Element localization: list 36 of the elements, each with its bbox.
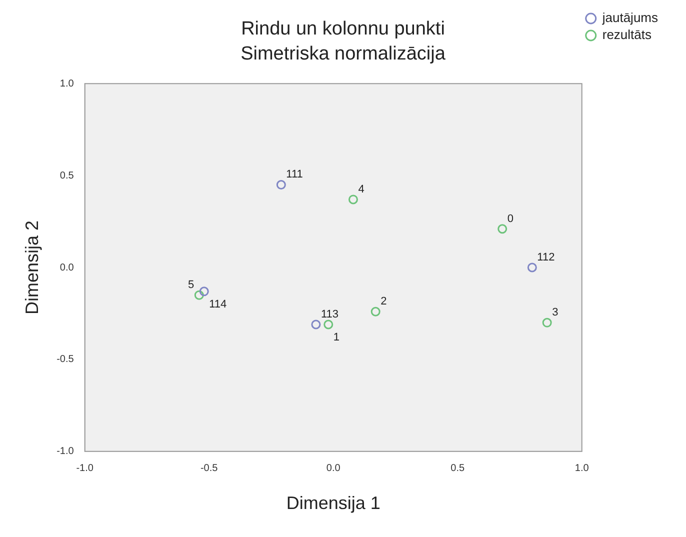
x-tick-label: -1.0 xyxy=(76,463,94,474)
legend-label: jautājums xyxy=(601,10,658,26)
x-tick-label: 1.0 xyxy=(574,463,590,474)
annotation: 113 xyxy=(320,308,338,321)
point xyxy=(311,320,321,330)
annotation: 3 xyxy=(552,306,558,319)
annotation: 2 xyxy=(380,296,387,308)
point xyxy=(348,194,358,204)
point xyxy=(498,224,508,234)
x-tick-label: -0.5 xyxy=(200,463,218,474)
chart-subtitle: Simetriska normalizācija xyxy=(240,43,446,64)
y-axis-title: Dimensija 2 xyxy=(22,220,42,315)
point xyxy=(199,286,209,296)
y-tick-label: -1.0 xyxy=(56,446,74,458)
annotation: 4 xyxy=(358,183,364,196)
annotation: 114 xyxy=(209,298,227,310)
x-tick-label: 0.0 xyxy=(326,463,341,474)
point xyxy=(370,306,380,316)
chart-title: Rindu un kolonnu punkti xyxy=(241,18,445,40)
point xyxy=(542,318,552,328)
annotation: 0 xyxy=(507,212,514,225)
y-tick-label: 1.0 xyxy=(60,78,74,90)
point xyxy=(276,180,286,190)
x-axis-title: Dimensija 1 xyxy=(286,493,380,514)
point xyxy=(194,290,204,300)
y-tick-label: 0.0 xyxy=(60,262,74,274)
annotation: 111 xyxy=(286,168,303,181)
y-tick-label: -0.5 xyxy=(56,354,74,366)
annotation: 112 xyxy=(537,252,555,264)
legend-label: rezultāts xyxy=(602,27,652,42)
point xyxy=(324,320,334,330)
x-tick-label: 0.5 xyxy=(450,463,465,474)
annotation: 1 xyxy=(333,332,340,344)
y-tick-label: 0.5 xyxy=(60,170,74,182)
annotation: 5 xyxy=(188,279,194,292)
point xyxy=(527,262,537,272)
